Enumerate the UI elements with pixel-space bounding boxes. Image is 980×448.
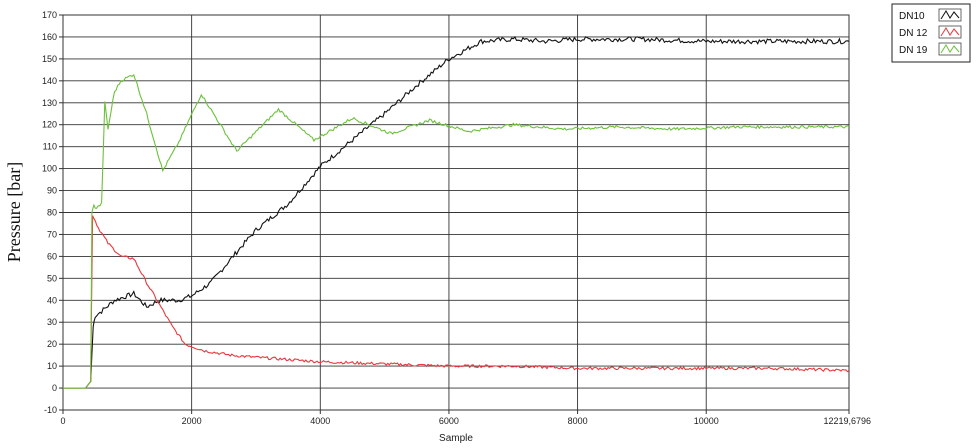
x-tick-label: 6000 [439,416,459,426]
x-tick-label: 10000 [694,416,719,426]
y-tick-label: 50 [47,273,57,283]
x-tick-label: 8000 [568,416,588,426]
y-tick-label: 90 [47,186,57,196]
y-tick-label: 140 [42,76,57,86]
legend-swatch [940,27,960,37]
x-tick-label: 12219,6796 [823,416,871,426]
x-tick-label: 2000 [182,416,202,426]
y-tick-label: 0 [52,383,57,393]
series-lines [63,36,850,389]
y-tick-label: -10 [44,405,57,415]
legend-label: DN 19 [899,45,928,56]
x-axis-label: Sample [439,433,473,444]
y-tick-label: 60 [47,251,57,261]
y-axis-label: Pressure [bar] [4,162,24,262]
series-line-dn-12 [63,215,850,389]
legend-label: DN 12 [899,28,928,39]
legend-swatch-box [938,8,962,22]
y-tick-label: 150 [42,54,57,64]
y-tick-label: 10 [47,361,57,371]
y-tick-label: 80 [47,208,57,218]
y-tick-label: 70 [47,229,57,239]
y-axis: 1701601501401301201101009080706050403020… [42,10,63,415]
legend-swatch-box [938,25,962,39]
y-tick-label: 170 [42,10,57,20]
y-tick-label: 130 [42,98,57,108]
y-tick-label: 100 [42,164,57,174]
x-tick-label: 0 [60,416,65,426]
x-axis: 0 2000 4000 6000 8000 10000 12219,6796 [60,410,871,426]
legend-label: DN10 [899,11,925,22]
series-line-dn-19 [63,73,850,389]
y-tick-label: 40 [47,295,57,305]
y-tick-label: 110 [43,142,57,152]
legend-swatch [940,10,960,20]
y-tick-label: 20 [47,339,57,349]
y-tick-label: 30 [47,317,57,327]
grid [63,14,849,411]
x-tick-label: 4000 [310,416,330,426]
legend-swatch-box [938,42,962,56]
legend-swatch [940,44,960,54]
y-tick-label: 160 [42,32,57,42]
series-line-dn10 [63,36,850,389]
legend: DN10 DN 12 DN 19 [891,3,971,63]
y-tick-label: 120 [42,120,57,130]
